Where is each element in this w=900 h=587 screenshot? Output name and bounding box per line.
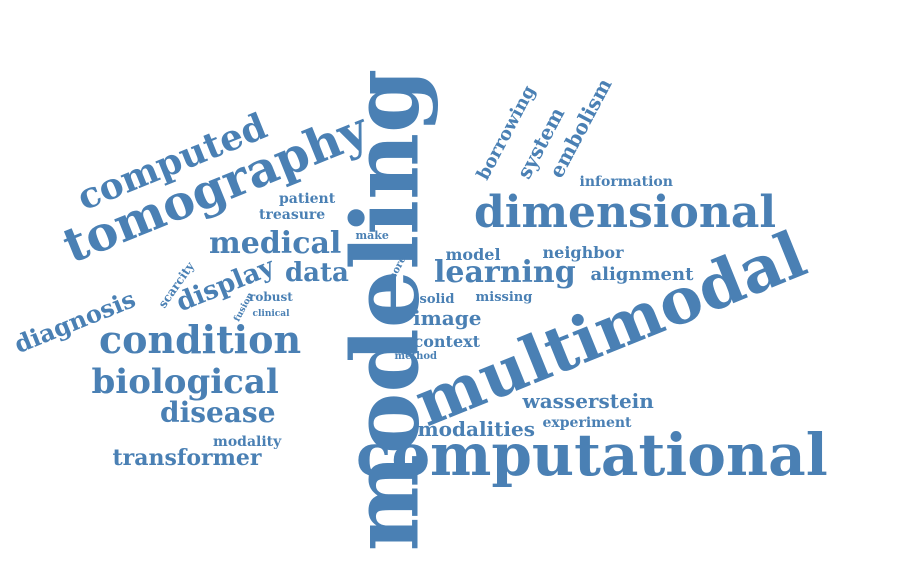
word-model: model <box>445 245 501 264</box>
word-transformer: transformer <box>112 445 262 471</box>
word-wasserstein: wasserstein <box>522 389 654 413</box>
word-clinical: clinical <box>252 308 290 319</box>
word-medical: medical <box>209 226 342 261</box>
word-modality: modality <box>213 434 282 450</box>
word-missing: missing <box>475 289 533 305</box>
word-alignment: alignment <box>590 264 694 285</box>
word-information: information <box>579 174 673 190</box>
word-robust: robust <box>249 290 293 304</box>
word-data: data <box>285 258 349 288</box>
word-make: make <box>355 228 389 242</box>
word-computational: computational <box>356 421 828 489</box>
word-patient: patient <box>279 191 336 207</box>
word-neighbor: neighbor <box>542 243 624 262</box>
word-dimensional: dimensional <box>474 187 777 238</box>
word-biological: biological <box>91 362 279 402</box>
word-disease: disease <box>160 396 276 429</box>
word-modalities: modalities <box>417 417 535 441</box>
word-image: image <box>413 306 482 330</box>
word-context: context <box>413 332 481 351</box>
word-condition: condition <box>99 317 302 362</box>
word-treasure: treasure <box>259 207 326 223</box>
word-solid: solid <box>419 291 455 307</box>
word-learning: learning <box>434 255 576 290</box>
word-experiment: experiment <box>542 415 632 431</box>
word-method: method <box>394 351 438 362</box>
